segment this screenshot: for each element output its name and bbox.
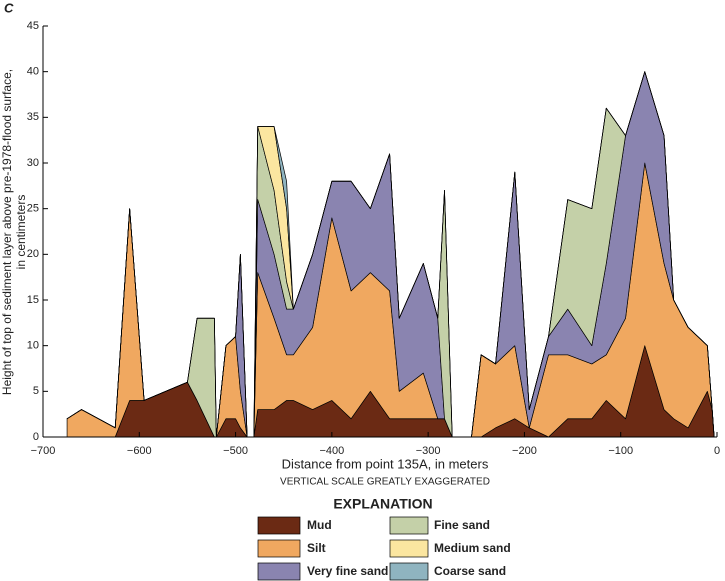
legend-label: Very fine sand — [307, 564, 388, 578]
legend-label: Silt — [307, 541, 326, 555]
note: VERTICAL SCALE GREATLY EXAGGERATED — [280, 477, 490, 488]
legend-swatch — [389, 539, 429, 558]
y-tick-label: 25 — [27, 203, 39, 215]
legend-swatch — [257, 562, 301, 581]
x-tick-label: −600 — [127, 445, 152, 457]
x-tick-label: −700 — [31, 445, 56, 457]
y-tick-label: 20 — [27, 248, 39, 260]
legend-swatch — [257, 539, 301, 558]
y-tick-label: 45 — [27, 20, 39, 32]
x-tick-label: −500 — [223, 445, 248, 457]
legend-swatch — [257, 516, 301, 535]
legend-label: Mud — [307, 518, 332, 532]
panel-label: C — [4, 0, 14, 15]
y-tick-label: 30 — [27, 157, 39, 169]
x-axis-label: Distance from point 135A, in meters — [282, 456, 489, 471]
x-tick-label: −100 — [608, 445, 633, 457]
x-tick-label: −400 — [319, 445, 344, 457]
legend-title: EXPLANATION — [333, 496, 432, 512]
legend-label: Coarse sand — [434, 564, 506, 578]
x-tick-label: 0 — [714, 445, 720, 457]
x-tick-label: −300 — [416, 445, 441, 457]
y-tick-label: 35 — [27, 111, 39, 123]
y-tick-label: 40 — [27, 66, 39, 78]
legend-swatch — [389, 562, 429, 581]
legend-label: Fine sand — [434, 518, 490, 532]
y-tick-label: 10 — [27, 340, 39, 352]
legend-label: Medium sand — [434, 541, 511, 555]
y-axis-label: in centimeters — [14, 195, 28, 270]
y-tick-label: 0 — [33, 431, 39, 443]
y-tick-label: 5 — [33, 385, 39, 397]
legend-swatch — [389, 516, 429, 535]
y-tick-label: 15 — [27, 294, 39, 306]
x-tick-label: −200 — [512, 445, 537, 457]
y-axis-label: Height of top of sediment layer above pr… — [0, 69, 14, 395]
